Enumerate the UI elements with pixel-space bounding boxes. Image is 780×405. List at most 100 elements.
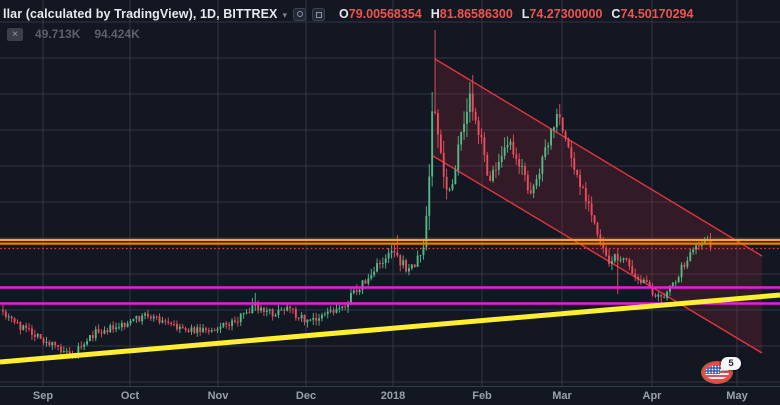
candle-body <box>515 154 518 159</box>
candle-body <box>677 277 680 283</box>
candle-body <box>564 131 567 139</box>
candle-body <box>535 179 538 186</box>
candle-body <box>28 328 30 330</box>
x-axis-label-sep: Sep <box>32 390 54 402</box>
candle-body <box>532 185 535 194</box>
candle-body <box>582 186 584 189</box>
candle-body <box>45 341 48 343</box>
candle-body <box>434 111 436 114</box>
candle-body <box>65 351 68 353</box>
candle-body <box>396 252 399 256</box>
candle-body <box>370 275 373 279</box>
candle-body <box>503 147 506 156</box>
candle-body <box>239 313 242 323</box>
candle-body <box>109 325 112 333</box>
candle-body <box>257 302 260 311</box>
close-icon[interactable]: × <box>7 27 23 41</box>
candle-body <box>680 264 683 278</box>
candle-body <box>573 158 576 171</box>
candle-body <box>468 93 471 112</box>
candle-body <box>280 309 283 311</box>
candle-body <box>268 309 271 311</box>
candle-body <box>147 313 149 317</box>
candle-body <box>318 318 320 321</box>
badge-count: 5 <box>721 357 741 370</box>
candle-body <box>596 222 599 235</box>
candle-body <box>309 319 312 321</box>
candle-body <box>54 342 57 346</box>
candle-body <box>387 252 390 259</box>
candle-body <box>352 290 355 294</box>
x-axis-label-2018: 2018 <box>380 390 406 402</box>
candle-body <box>321 314 323 319</box>
candle-body <box>390 251 393 253</box>
candle-body <box>329 310 332 312</box>
candle-body <box>213 330 216 332</box>
candle-body <box>524 166 526 176</box>
candle-body <box>164 320 167 322</box>
candle-body <box>584 188 587 202</box>
settings-icon[interactable] <box>312 7 326 21</box>
candle-body <box>593 215 596 223</box>
flag-badge[interactable]: 5 <box>702 357 742 389</box>
high-value: 81.86586300 <box>439 7 513 21</box>
candle-body <box>358 289 361 293</box>
candle-body <box>10 316 13 319</box>
candle-body <box>431 111 434 177</box>
candle-body <box>660 294 663 297</box>
visibility-icon[interactable] <box>293 7 307 21</box>
x-axis-label-mar: Mar <box>552 390 572 402</box>
candle-body <box>619 259 622 261</box>
candle-body <box>425 215 428 248</box>
candle-body <box>657 294 660 297</box>
chart-header: llar (calculated by TradingView), 1D, BI… <box>3 5 702 41</box>
candle-body <box>245 312 248 314</box>
candle-body <box>77 346 80 353</box>
candle-body <box>103 330 106 334</box>
candle-body <box>384 258 387 263</box>
candle-body <box>286 306 289 311</box>
candle-body <box>138 316 141 322</box>
candle-body <box>207 330 210 332</box>
chevron-down-icon[interactable]: ▾ <box>282 9 288 20</box>
candle-body <box>19 322 22 330</box>
candle-body <box>112 325 115 330</box>
candle-body <box>141 315 144 322</box>
candle-body <box>2 310 4 312</box>
candle-body <box>89 335 91 342</box>
candle-body <box>4 311 7 317</box>
candle-body <box>216 328 219 331</box>
candle-body <box>550 129 552 146</box>
channel-upper-line[interactable] <box>434 58 763 257</box>
ohlc-readout: O 79.00568354 H 81.86586300 L 74.27300000 C… <box>339 7 702 21</box>
channel-lower-line[interactable] <box>432 155 763 354</box>
candle-body <box>149 316 152 319</box>
candle-body <box>326 311 329 314</box>
candle-body <box>16 322 19 324</box>
candle-body <box>22 325 25 330</box>
candle-body <box>91 335 94 339</box>
candle-body <box>222 322 225 327</box>
volume-value-2: 94.424K <box>94 27 140 41</box>
candle-body <box>344 306 347 308</box>
yellow-trendline[interactable] <box>0 292 780 365</box>
candle-body <box>674 282 677 284</box>
candle-body <box>210 330 213 332</box>
candle-body <box>512 141 515 155</box>
candle-body <box>225 322 228 325</box>
candle-body <box>274 314 277 317</box>
symbol-title[interactable]: llar (calculated by TradingView), 1D, BI… <box>3 7 278 21</box>
time-axis[interactable]: Sep Oct Nov Dec 2018 Feb Mar Apr May <box>0 386 780 405</box>
candle-body <box>608 255 610 264</box>
candle-body <box>236 321 239 323</box>
candle-body <box>155 316 158 318</box>
candle-body <box>538 173 541 180</box>
candle-body <box>457 144 460 170</box>
candle-body <box>57 345 59 347</box>
candle-body <box>631 266 634 274</box>
candle-body <box>497 162 500 170</box>
candle-body <box>410 264 413 269</box>
x-axis-label-oct: Oct <box>120 390 140 402</box>
